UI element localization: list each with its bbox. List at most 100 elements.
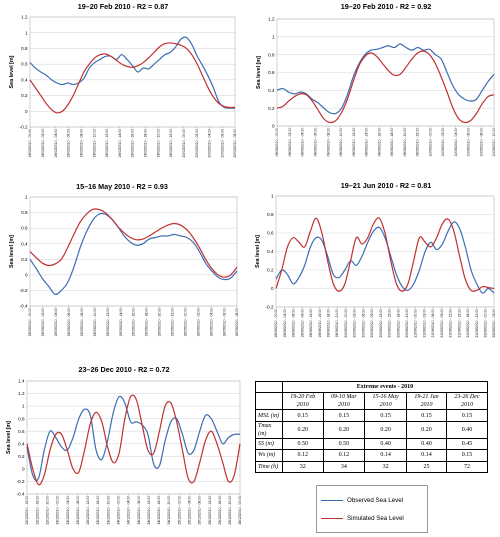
y-tick-label: 0 (271, 286, 274, 291)
x-tick-label: 19/02/2010 - 06:00 (67, 129, 71, 158)
x-tick-label: 09/06/2010 - 14:00 (365, 128, 369, 157)
x-tick-label: 24/12/2010 - 00:00 (116, 496, 120, 525)
x-tick-label: 19/02/2010 - 08:00 (79, 129, 83, 158)
plot-area-border (26, 380, 241, 495)
simulated-series-line (26, 394, 241, 486)
x-tick-label: 26/12/2010 - 00:00 (238, 496, 242, 525)
chart-title: 23–26 Dec 2010 - R2 = 0.72 (79, 365, 170, 374)
x-tick-label: 09/06/2010 - 22:00 (416, 128, 420, 157)
table-header-row: 19-20 Feb 2010 09-10 Mar 2010 15-16 May … (255, 392, 488, 411)
chart-15-16-may: 15–16 May 2010 - R2 = 0.93 Sea level [m] -… (9, 182, 239, 336)
y-tick-label: 1.4 (18, 379, 25, 384)
y-tick-label: -0.2 (266, 305, 274, 310)
extreme-events-table: Extreme events - 2010 19-20 Feb 2010 09-… (255, 380, 489, 473)
y-tick-label: -0.2 (17, 479, 25, 484)
x-tick-label: 15/05/2010 - 16:00 (132, 308, 136, 337)
y-tick-label: -0.2 (20, 125, 28, 130)
chart-title: 15–16 May 2010 - R2 = 0.93 (76, 182, 168, 191)
x-tick-label: 09/06/2010 - 08:00 (326, 128, 330, 157)
x-tick-label: 20/06/2010 - 00:00 (344, 309, 348, 338)
simulated-series-line (276, 50, 495, 124)
x-tick-label: 10/06/2010 - 06:00 (467, 128, 471, 157)
x-tick-label: 15/05/2010 - 22:00 (171, 308, 175, 337)
x-tick-label: 20/02/2010 - 02:00 (195, 129, 199, 158)
x-tick-label: 20/06/2010 - 21:00 (405, 309, 409, 338)
observed-series-line (29, 36, 236, 109)
y-tick-label: 0.8 (21, 46, 28, 51)
x-tick-label: 19/02/2010 - 02:00 (41, 129, 45, 158)
y-tick-label: 0.8 (268, 52, 275, 57)
x-tick-label: 15/05/2010 - 04:00 (54, 308, 58, 337)
table-cell: 0.45 (446, 437, 488, 451)
y-tick-label: 0.2 (21, 257, 28, 262)
table-cell: 32 (364, 460, 408, 473)
y-tick-label: 1 (25, 30, 28, 35)
plot-area-border (29, 196, 238, 307)
table-cell: 0.14 (364, 449, 408, 462)
chart-title: 19–21 Jun 2010 - R2 = 0.81 (341, 181, 432, 190)
observed-series-line (29, 212, 238, 296)
y-tick-label: 0 (25, 272, 28, 277)
x-tick-label: 21/06/2010 - 21:00 (475, 309, 479, 338)
x-tick-label: 23/12/2010 - 00:00 (56, 496, 60, 525)
y-tick-label: 0.4 (21, 77, 28, 82)
table-col-header: 19-21 Jun 2010 (406, 392, 447, 411)
observed-series-line (275, 221, 495, 294)
x-tick-label: 19/02/2010 - 04:00 (54, 129, 58, 158)
x-tick-label: 09/06/2010 - 18:00 (390, 128, 394, 157)
table-col-header: 19-20 Feb 2010 (281, 392, 324, 411)
y-tick-label: 1 (271, 194, 274, 199)
table-cell: 0.15 (281, 409, 324, 422)
x-tick-label: 22/06/2010 - 03:00 (492, 309, 496, 338)
x-tick-label: 21/06/2010 - 00:00 (414, 309, 418, 338)
x-tick-label: 09/06/2010 - 06:00 (313, 128, 317, 157)
x-tick-label: 23/12/2010 - 04:00 (66, 496, 70, 525)
x-tick-label: 21/06/2010 - 12:00 (449, 309, 453, 338)
y-tick-label: -0.2 (20, 288, 28, 293)
x-tick-label: 09/06/2010 - 00:00 (275, 128, 279, 157)
legend-swatch-observed (321, 499, 343, 501)
x-tick-label: 24/12/2010 - 16:00 (157, 496, 161, 525)
y-tick-label: 1 (22, 404, 25, 409)
y-tick-label: 0.2 (21, 93, 28, 98)
legend-item-observed: Observed Sea Level (321, 495, 403, 505)
x-tick-label: 16/05/2010 - 00:00 (183, 308, 187, 337)
x-tick-label: 10/06/2010 - 04:00 (454, 128, 458, 157)
x-tick-label: 15/05/2010 - 14:00 (119, 308, 123, 337)
table-cell: 0.20 (322, 420, 366, 439)
y-tick-label: 0.4 (18, 441, 25, 446)
x-tick-label: 10/06/2010 - 00:00 (428, 128, 432, 157)
row-label: Ws (m) (255, 449, 283, 462)
table-row: MSL (m) 0.15 0.15 0.15 0.15 0.15 (255, 409, 488, 422)
x-tick-label: 20/06/2010 - 15:00 (388, 309, 392, 338)
chart-19-21-jun: 19–21 Jun 2010 - R2 = 0.81 Sea level [m] -… (255, 181, 496, 337)
x-tick-label: 21/06/2010 - 03:00 (422, 309, 426, 338)
x-tick-label: 19/06/2010 - 00:00 (274, 309, 278, 338)
x-tick-label: 15/05/2010 - 12:00 (106, 308, 110, 337)
x-tick-label: 20/06/2010 - 12:00 (379, 309, 383, 338)
table-cell: 0.40 (364, 437, 408, 451)
x-tick-label: 15/05/2010 - 08:00 (80, 308, 84, 337)
y-tick-label: 0.6 (21, 226, 28, 231)
x-tick-label: 20/06/2010 - 03:00 (353, 309, 357, 338)
x-tick-label: 19/02/2010 - 10:00 (92, 129, 96, 158)
y-tick-label: 1 (272, 34, 275, 39)
x-tick-label: 21/06/2010 - 09:00 (440, 309, 444, 338)
chart-23-26-dec: 23–26 Dec 2010 - R2 = 0.72 Sea level [m] -… (6, 365, 242, 524)
x-tick-label: 23/12/2010 - 20:00 (106, 496, 110, 525)
x-tick-label: 15/05/2010 - 20:00 (158, 308, 162, 337)
x-tick-label: 09/06/2010 - 20:00 (403, 128, 407, 157)
table-title-row: Extreme events - 2010 (255, 380, 489, 394)
table-cell: 0.50 (322, 437, 366, 451)
table-row: Ws (m) 0.12 0.12 0.14 0.14 0.15 (255, 449, 488, 462)
y-tick-label: 0.8 (18, 416, 25, 421)
table-cell: 0.40 (446, 420, 488, 439)
plot-area-border (276, 18, 495, 127)
x-tick-label: 24/12/2010 - 12:00 (147, 496, 151, 525)
y-tick-label: 1.2 (18, 391, 25, 396)
y-tick-label: 0.4 (21, 241, 28, 246)
chart-19-20-feb-r092: 19–20 Feb 2010 - R2 = 0.92 Sea level [m] 0… (256, 2, 496, 156)
x-tick-label: 25/12/2010 - 04:00 (187, 496, 191, 525)
y-tick-label: 0.6 (18, 429, 25, 434)
x-tick-label: 19/02/2010 - 14:00 (118, 129, 122, 158)
